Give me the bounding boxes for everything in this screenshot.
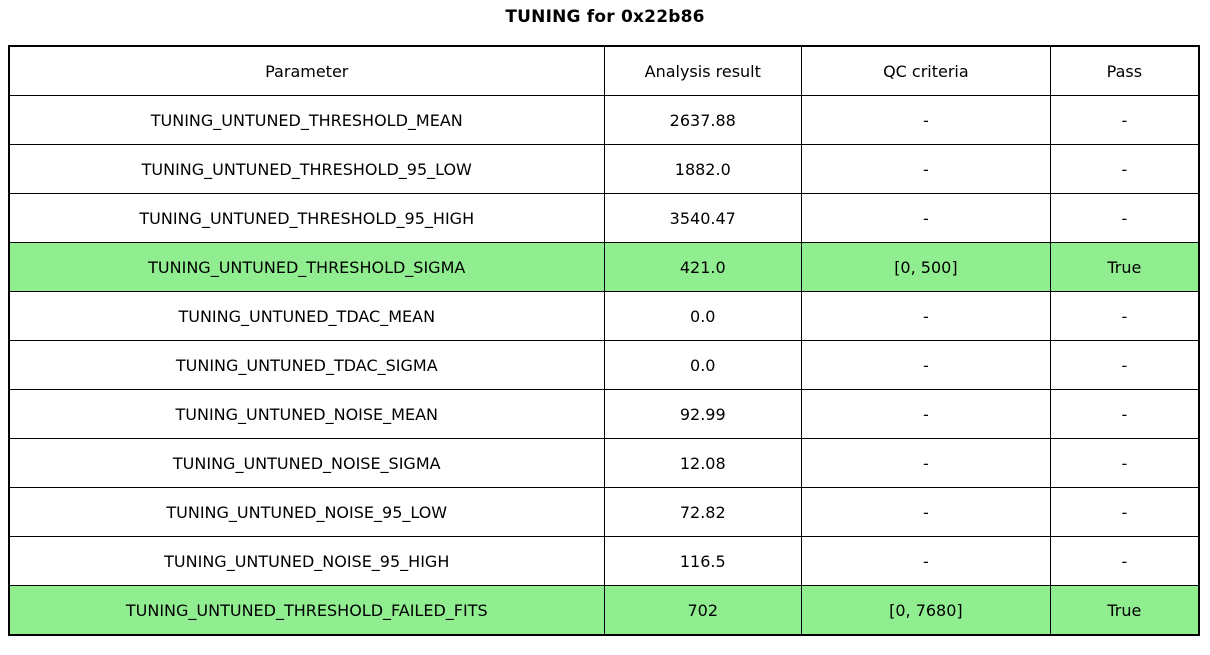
result-cell: 72.82 (603, 487, 803, 537)
pass-cell: - (1049, 95, 1200, 145)
parameter-cell: TUNING_UNTUNED_TDAC_MEAN (8, 291, 605, 341)
header-parameter: Parameter (8, 45, 605, 96)
qc-criteria-cell: - (801, 438, 1051, 488)
qc-criteria-cell: - (801, 340, 1051, 390)
pass-cell: - (1049, 144, 1200, 194)
pass-cell: - (1049, 438, 1200, 488)
pass-cell: - (1049, 389, 1200, 439)
table-row: TUNING_UNTUNED_THRESHOLD_95_LOW 1882.0- - (8, 144, 1200, 194)
figure-title: TUNING for 0x22b86 (505, 7, 705, 27)
parameter-cell: TUNING_UNTUNED_THRESHOLD_95_LOW (8, 144, 605, 194)
parameter-cell: TUNING_UNTUNED_NOISE_MEAN (8, 389, 605, 439)
qc-results-table: Parameter Analysis result QC criteria Pa… (8, 45, 1200, 636)
table-row: TUNING_UNTUNED_TDAC_SIGMA 0.0- - (8, 340, 1200, 390)
result-cell: 2637.88 (603, 95, 803, 145)
pass-cell: - (1049, 340, 1200, 390)
header-analysis-result: Analysis result (603, 45, 803, 96)
qc-criteria-cell: - (801, 193, 1051, 243)
pass-cell: - (1049, 291, 1200, 341)
qc-criteria-cell: - (801, 95, 1051, 145)
header-qc-criteria: QC criteria (801, 45, 1051, 96)
pass-cell: True (1049, 242, 1200, 292)
result-cell: 421.0 (603, 242, 803, 292)
parameter-cell: TUNING_UNTUNED_NOISE_SIGMA (8, 438, 605, 488)
parameter-cell: TUNING_UNTUNED_THRESHOLD_95_HIGH (8, 193, 605, 243)
table-row: TUNING_UNTUNED_NOISE_95_HIGH 116.5- - (8, 536, 1200, 586)
table-row: TUNING_UNTUNED_NOISE_MEAN 92.99- - (8, 389, 1200, 439)
table-row: TUNING_UNTUNED_NOISE_SIGMA 12.08- - (8, 438, 1200, 488)
result-cell: 3540.47 (603, 193, 803, 243)
table-header: Parameter Analysis result QC criteria Pa… (8, 45, 1200, 96)
result-cell: 702 (603, 585, 803, 636)
pass-cell: - (1049, 193, 1200, 243)
parameter-cell: TUNING_UNTUNED_THRESHOLD_FAILED_FITS (8, 585, 605, 636)
qc-criteria-cell: - (801, 536, 1051, 586)
table-row: TUNING_UNTUNED_THRESHOLD_FAILED_FITS 702[… (8, 585, 1200, 636)
result-cell: 1882.0 (603, 144, 803, 194)
result-cell: 12.08 (603, 438, 803, 488)
pass-cell: - (1049, 487, 1200, 537)
result-cell: 0.0 (603, 340, 803, 390)
qc-criteria-cell: [0, 500] (801, 242, 1051, 292)
result-cell: 116.5 (603, 536, 803, 586)
table-body: TUNING_UNTUNED_THRESHOLD_MEAN 2637.88- - TU… (8, 95, 1200, 636)
table-row: TUNING_UNTUNED_TDAC_MEAN 0.0- - (8, 291, 1200, 341)
qc-criteria-cell: - (801, 487, 1051, 537)
qc-criteria-cell: - (801, 144, 1051, 194)
qc-criteria-cell: [0, 7680] (801, 585, 1051, 636)
table-row: TUNING_UNTUNED_THRESHOLD_95_HIGH 3540.47-… (8, 193, 1200, 243)
parameter-cell: TUNING_UNTUNED_TDAC_SIGMA (8, 340, 605, 390)
header-row: Parameter Analysis result QC criteria Pa… (8, 45, 1200, 96)
result-cell: 0.0 (603, 291, 803, 341)
parameter-cell: TUNING_UNTUNED_THRESHOLD_SIGMA (8, 242, 605, 292)
result-cell: 92.99 (603, 389, 803, 439)
qc-criteria-cell: - (801, 389, 1051, 439)
qc-criteria-cell: - (801, 291, 1051, 341)
parameter-cell: TUNING_UNTUNED_NOISE_95_HIGH (8, 536, 605, 586)
table-row: TUNING_UNTUNED_NOISE_95_LOW 72.82- - (8, 487, 1200, 537)
pass-cell: True (1049, 585, 1200, 636)
table-row: TUNING_UNTUNED_THRESHOLD_SIGMA 421.0 [0, 5… (8, 242, 1200, 292)
parameter-cell: TUNING_UNTUNED_NOISE_95_LOW (8, 487, 605, 537)
table-row: TUNING_UNTUNED_THRESHOLD_MEAN 2637.88- - (8, 95, 1200, 145)
parameter-cell: TUNING_UNTUNED_THRESHOLD_MEAN (8, 95, 605, 145)
header-pass: Pass (1049, 45, 1200, 96)
pass-cell: - (1049, 536, 1200, 586)
